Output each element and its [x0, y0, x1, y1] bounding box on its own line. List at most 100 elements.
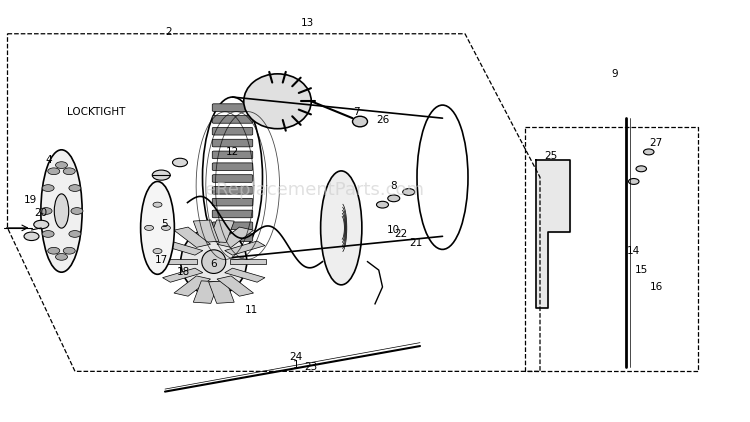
Polygon shape [225, 241, 265, 255]
Circle shape [48, 247, 60, 254]
Circle shape [152, 170, 170, 180]
FancyBboxPatch shape [212, 210, 253, 218]
Circle shape [24, 232, 39, 241]
Polygon shape [209, 220, 234, 243]
FancyArrowPatch shape [226, 230, 244, 244]
FancyArrowPatch shape [183, 279, 201, 293]
Ellipse shape [141, 181, 174, 274]
Text: 14: 14 [627, 246, 640, 256]
Polygon shape [174, 276, 211, 296]
Ellipse shape [352, 116, 368, 127]
Circle shape [42, 185, 54, 192]
Text: 13: 13 [301, 18, 314, 28]
Circle shape [56, 162, 68, 168]
Circle shape [153, 249, 162, 254]
Text: 18: 18 [177, 267, 190, 277]
Text: 20: 20 [34, 208, 48, 218]
Text: 26: 26 [376, 115, 389, 125]
FancyArrowPatch shape [203, 223, 209, 239]
FancyBboxPatch shape [212, 175, 253, 182]
Circle shape [388, 195, 400, 202]
Text: 6: 6 [211, 259, 217, 269]
Text: 27: 27 [650, 138, 663, 149]
Text: 21: 21 [410, 238, 423, 248]
FancyBboxPatch shape [212, 104, 253, 111]
Text: eReplacementParts.com: eReplacementParts.com [206, 181, 424, 199]
FancyBboxPatch shape [212, 163, 253, 170]
Ellipse shape [321, 171, 362, 285]
Ellipse shape [244, 74, 311, 129]
Polygon shape [225, 268, 265, 282]
Polygon shape [194, 281, 219, 303]
Text: 15: 15 [634, 265, 648, 275]
FancyBboxPatch shape [212, 139, 253, 147]
Polygon shape [163, 268, 202, 282]
Circle shape [40, 208, 52, 214]
FancyBboxPatch shape [212, 222, 253, 230]
Circle shape [376, 201, 388, 208]
Text: 22: 22 [394, 229, 408, 239]
Ellipse shape [181, 228, 247, 295]
FancyBboxPatch shape [212, 116, 253, 123]
Circle shape [403, 189, 415, 195]
FancyArrowPatch shape [183, 230, 201, 244]
Polygon shape [536, 160, 570, 308]
Text: 5: 5 [162, 219, 168, 229]
Circle shape [69, 230, 81, 237]
FancyArrowPatch shape [203, 284, 209, 300]
Polygon shape [230, 259, 266, 264]
Polygon shape [217, 276, 254, 296]
Polygon shape [163, 241, 202, 255]
Ellipse shape [40, 150, 82, 272]
Text: 4: 4 [46, 155, 52, 165]
Text: 9: 9 [612, 69, 618, 79]
Circle shape [644, 149, 654, 155]
FancyArrowPatch shape [231, 244, 259, 252]
Text: 12: 12 [226, 147, 239, 157]
Text: LOCKTIGHT: LOCKTIGHT [68, 107, 126, 117]
Circle shape [34, 220, 49, 229]
FancyArrowPatch shape [218, 284, 224, 300]
Text: 23: 23 [304, 362, 318, 372]
FancyBboxPatch shape [212, 151, 253, 159]
FancyBboxPatch shape [212, 198, 253, 206]
Polygon shape [209, 281, 234, 303]
FancyBboxPatch shape [212, 234, 253, 241]
FancyArrowPatch shape [169, 271, 196, 279]
Text: 19: 19 [23, 195, 37, 206]
Text: 25: 25 [544, 151, 558, 161]
Circle shape [48, 168, 60, 175]
Circle shape [69, 185, 81, 192]
Circle shape [161, 225, 170, 230]
Circle shape [63, 168, 75, 175]
Ellipse shape [54, 194, 69, 228]
Text: 8: 8 [391, 181, 397, 191]
Text: 16: 16 [650, 282, 663, 292]
Polygon shape [194, 220, 219, 243]
FancyArrowPatch shape [218, 223, 224, 239]
Text: 2: 2 [166, 27, 172, 37]
Text: 24: 24 [290, 352, 303, 362]
FancyBboxPatch shape [212, 187, 253, 194]
Circle shape [56, 254, 68, 260]
Circle shape [42, 230, 54, 237]
FancyArrowPatch shape [169, 244, 196, 252]
Polygon shape [217, 227, 254, 247]
Circle shape [636, 166, 646, 172]
Text: 7: 7 [353, 107, 359, 117]
Circle shape [172, 158, 188, 167]
Circle shape [153, 202, 162, 207]
Ellipse shape [202, 250, 226, 273]
Polygon shape [174, 227, 211, 247]
Text: 11: 11 [244, 305, 258, 315]
Text: 17: 17 [154, 254, 168, 265]
FancyArrowPatch shape [226, 279, 244, 293]
Text: 1: 1 [293, 360, 299, 370]
Circle shape [145, 225, 154, 230]
Circle shape [628, 179, 639, 184]
Circle shape [63, 247, 75, 254]
Circle shape [71, 208, 83, 214]
Text: 10: 10 [387, 225, 400, 235]
FancyBboxPatch shape [212, 127, 253, 135]
Polygon shape [161, 259, 197, 264]
